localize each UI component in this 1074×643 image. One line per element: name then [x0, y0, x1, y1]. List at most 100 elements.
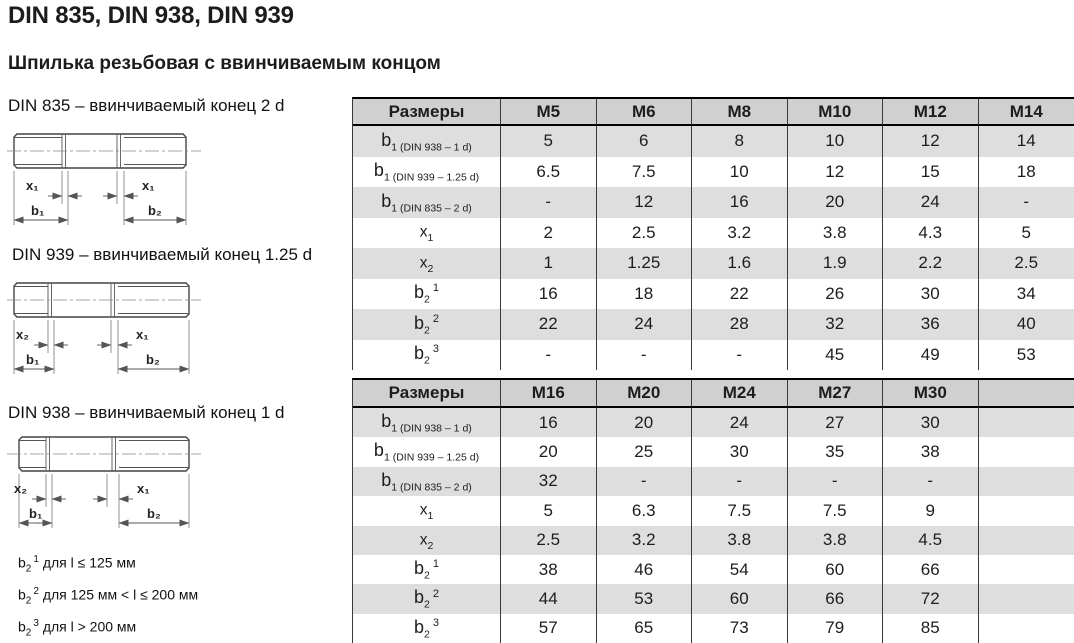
dim-b-right-label: b₂	[147, 506, 161, 521]
dim-x-right-label: x₁	[137, 481, 150, 496]
stud-outline	[18, 436, 190, 472]
table-header-row: Размеры M5 M6 M8 M10 M12 M14	[353, 99, 1074, 126]
row-label: b1 (DIN 835 – 2 d)	[353, 466, 501, 497]
table-row: x2 2.5 3.2 3.8 3.8 4.5	[353, 525, 1074, 555]
table-row: b22 22 24 28 32 36 40	[353, 309, 1074, 340]
table-row: b23 - - - 45 49 53	[353, 339, 1074, 370]
value-cell: 1.9	[787, 248, 883, 279]
header-cell: M8	[692, 99, 788, 126]
table-header-row: Размеры M16 M20 M24 M27 M30	[353, 380, 1074, 408]
din939-drawing: x₂ x₁ b₁ b₂	[7, 282, 201, 374]
value-cell: 5	[501, 126, 597, 157]
dim-b-left-label: b₁	[26, 352, 39, 367]
value-cell: 45	[788, 339, 883, 370]
value-cell: 18	[1016, 161, 1036, 181]
row-label: b21	[353, 278, 501, 309]
footnote-b2-3: b23 для l > 200 мм	[18, 618, 137, 639]
table-row: b1 (DIN 939 – 1.25 d) 6.5 7.5 10 12 15 1…	[353, 156, 1074, 187]
value-cell: 72	[883, 584, 979, 614]
size-table-m16-m30: Размеры M16 M20 M24 M27 M30 b1 (DIN 938 …	[352, 378, 1074, 643]
header-cell: M27	[787, 380, 883, 408]
value-cell	[978, 584, 1074, 614]
value-cell: 3.2	[692, 217, 788, 248]
table-row: b23 57 65 73 79 85	[353, 613, 1074, 643]
value-cell: 27	[787, 408, 883, 438]
value-cell: 12	[596, 187, 692, 218]
stud-outline	[13, 133, 187, 169]
value-cell	[979, 614, 1074, 643]
value-cell: 4.5	[883, 525, 979, 555]
value-cell: 16	[501, 408, 597, 438]
value-cell: 53	[1016, 344, 1036, 364]
value-cell: -	[692, 466, 788, 497]
value-cell	[979, 555, 1074, 584]
header-cell: M20	[596, 380, 692, 408]
header-cell	[978, 380, 1074, 408]
value-cell: 22	[501, 309, 597, 340]
header-cell: Размеры	[353, 380, 501, 408]
row-label: b1 (DIN 939 – 1.25 d)	[353, 437, 501, 467]
row-label: b23	[353, 613, 501, 643]
header-cell: M10	[787, 99, 883, 126]
dim-x-left-label: x₂	[16, 327, 29, 342]
value-cell: 85	[883, 613, 979, 643]
value-cell: 6	[596, 126, 692, 157]
din939-label: DIN 939 – ввинчиваемый конец 1.25 d	[12, 245, 313, 264]
value-cell: 2.5	[501, 525, 597, 555]
value-cell: 30	[883, 278, 979, 309]
din938-label: DIN 938 – ввинчиваемый конец 1 d	[8, 403, 285, 422]
value-cell	[979, 437, 1074, 466]
value-cell: 2.5	[597, 217, 692, 248]
value-cell: -	[596, 466, 692, 497]
value-cell: 25	[597, 437, 692, 467]
value-cell: 54	[692, 554, 788, 585]
table-row: x1 2 2.5 3.2 3.8 4.3 5	[353, 217, 1074, 248]
header-cell: M12	[883, 99, 979, 126]
din835-label: DIN 835 – ввинчиваемый конец 2 d	[8, 96, 285, 115]
value-cell: 73	[692, 613, 788, 643]
value-cell: 46	[597, 554, 692, 585]
value-cell: 35	[788, 437, 883, 467]
table-row: b21 16 18 22 26 30 34	[353, 278, 1074, 309]
header-cell: Размеры	[353, 99, 501, 126]
value-cell: 20	[501, 437, 597, 467]
dim-x-right-label: x₁	[142, 178, 155, 193]
value-cell: 34	[1016, 283, 1036, 303]
value-cell: 1	[501, 248, 597, 279]
value-cell: 66	[883, 554, 979, 585]
value-cell	[978, 466, 1074, 497]
header-cell: M30	[883, 380, 979, 408]
value-cell: 10	[692, 156, 788, 187]
row-label: x1	[353, 217, 501, 248]
value-cell: 20	[787, 187, 883, 218]
value-cell: 57	[501, 613, 597, 643]
value-cell: 14	[978, 126, 1074, 157]
header-cell: M5	[501, 99, 597, 126]
dim-b-left-label: b₁	[29, 506, 42, 521]
din938-drawing: x₂ x₁ b₁ b₂	[7, 436, 201, 528]
page-subtitle: Шпилька резьбовая с ввинчиваемым концом	[8, 53, 441, 74]
value-cell: 44	[501, 584, 597, 614]
stud-outline	[13, 282, 190, 318]
value-cell: 24	[596, 309, 692, 340]
table-row: b1 (DIN 938 – 1 d) 16 20 24 27 30	[353, 408, 1074, 438]
dim-x-left-label: x₂	[14, 481, 27, 496]
header-cell: M16	[501, 380, 597, 408]
header-cell: M14	[978, 99, 1074, 126]
size-table-m5-m14: Размеры M5 M6 M8 M10 M12 M14 b1 (DIN 938…	[352, 97, 1074, 370]
row-label: b23	[353, 339, 501, 370]
value-cell	[979, 496, 1074, 525]
value-cell: 16	[692, 187, 788, 218]
value-cell: 16	[501, 278, 597, 309]
value-cell: 6.5	[501, 156, 597, 187]
row-label: b21	[353, 554, 501, 585]
value-cell: 79	[788, 613, 883, 643]
row-label: b1 (DIN 938 – 1 d)	[353, 408, 501, 438]
value-cell: 2.2	[883, 248, 979, 279]
row-label: b1 (DIN 939 – 1.25 d)	[353, 156, 501, 187]
value-cell: 12	[788, 156, 883, 187]
value-cell: -	[597, 339, 692, 370]
value-cell: -	[883, 466, 979, 497]
value-cell: 40	[978, 309, 1074, 340]
table-row: b1 (DIN 939 – 1.25 d) 20 25 30 35 38	[353, 437, 1074, 467]
